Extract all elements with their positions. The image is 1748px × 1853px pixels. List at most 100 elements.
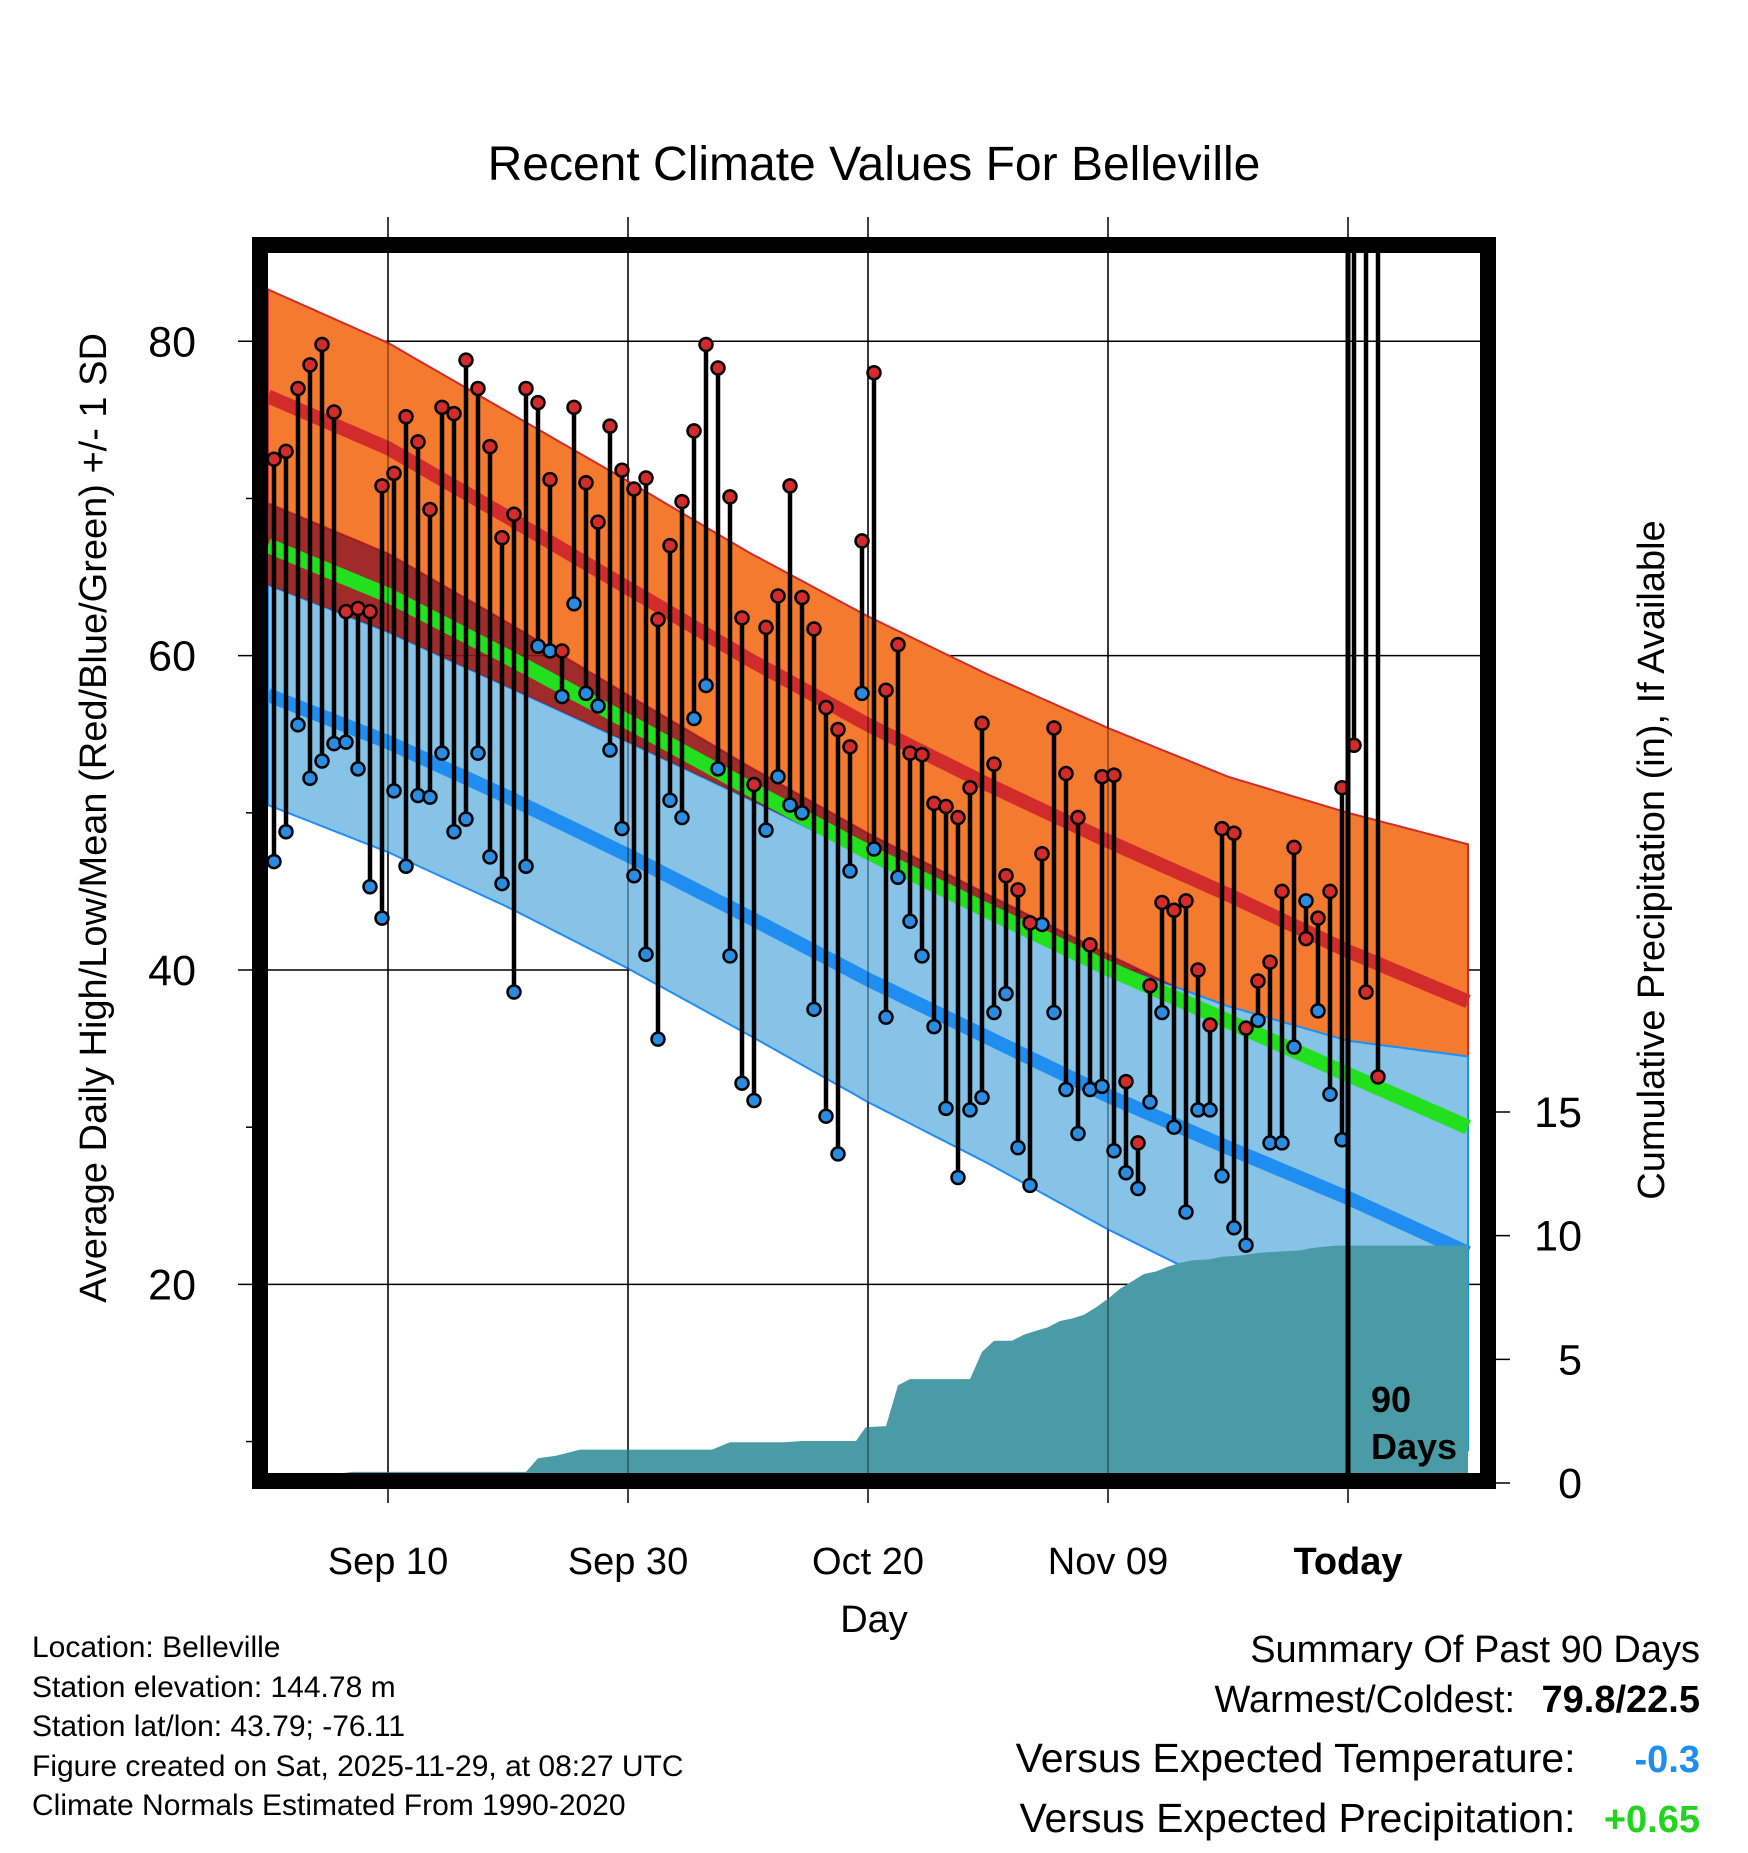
high-point bbox=[1310, 910, 1326, 926]
low-point bbox=[1214, 1168, 1230, 1184]
low-point bbox=[914, 948, 930, 964]
high-point bbox=[494, 530, 510, 546]
precip-area bbox=[343, 1245, 1468, 1473]
low-point bbox=[866, 841, 882, 857]
high-point bbox=[1190, 962, 1206, 978]
high-point bbox=[1034, 845, 1050, 862]
low-point bbox=[458, 811, 474, 827]
low-point bbox=[1046, 1004, 1062, 1021]
low-point bbox=[1010, 1139, 1026, 1156]
high-point bbox=[794, 589, 810, 606]
precip-label: Versus Expected Precipitation: bbox=[1019, 1795, 1576, 1841]
low-point bbox=[602, 742, 618, 758]
low-point bbox=[1178, 1204, 1194, 1220]
low-point bbox=[710, 761, 726, 777]
low-point bbox=[962, 1102, 978, 1118]
warmest-coldest-label: Warmest/Coldest: bbox=[1214, 1679, 1516, 1721]
x-tick-label-30: Sep 30 bbox=[568, 1541, 688, 1583]
low-point bbox=[998, 985, 1014, 1002]
warmest-coldest-value: 79.8/22.5 bbox=[1541, 1679, 1700, 1721]
low-point bbox=[482, 849, 498, 865]
low-point bbox=[854, 685, 870, 702]
high-point bbox=[590, 514, 606, 530]
high-point bbox=[758, 619, 774, 636]
summary-title: Summary Of Past 90 Days bbox=[1250, 1629, 1700, 1671]
y2-tick-label-0: 0 bbox=[1558, 1460, 1582, 1508]
low-point bbox=[268, 853, 282, 870]
high-point bbox=[854, 533, 870, 549]
high-point bbox=[578, 475, 594, 491]
low-point bbox=[794, 805, 810, 821]
low-point bbox=[662, 792, 678, 809]
low-point bbox=[806, 1001, 822, 1018]
low-point bbox=[422, 789, 438, 805]
high-point bbox=[1082, 937, 1098, 953]
created-text: Figure created on Sat, 2025-11-29, at 08… bbox=[32, 1749, 684, 1783]
high-point bbox=[818, 699, 834, 716]
high-point bbox=[530, 394, 546, 411]
y-tick-label-40: 40 bbox=[148, 947, 196, 995]
low-point bbox=[722, 948, 738, 964]
y-tick-label-20: 20 bbox=[148, 1261, 196, 1309]
low-point bbox=[890, 869, 906, 886]
low-point bbox=[1372, 0, 1385, 7]
high-point bbox=[914, 746, 930, 763]
high-point bbox=[518, 380, 534, 397]
high-point bbox=[374, 478, 390, 494]
high-point bbox=[1106, 767, 1122, 783]
y-axis-right: 0 5 10 15 bbox=[1488, 1089, 1582, 1508]
high-point bbox=[434, 399, 450, 416]
y-tick-label-80: 80 bbox=[148, 318, 196, 366]
high-point bbox=[506, 506, 522, 522]
low-point bbox=[398, 858, 414, 875]
low-point bbox=[494, 875, 510, 892]
high-point bbox=[974, 715, 990, 732]
low-point bbox=[938, 1100, 954, 1117]
high-point bbox=[1322, 883, 1338, 900]
x-tick-label-10: Sep 10 bbox=[328, 1541, 448, 1583]
low-point bbox=[1298, 893, 1314, 909]
high-point bbox=[866, 364, 882, 381]
high-point bbox=[878, 682, 894, 698]
low-point bbox=[818, 1108, 834, 1124]
high-point bbox=[386, 465, 402, 482]
plot-frame bbox=[252, 237, 1496, 1489]
high-point bbox=[290, 380, 306, 397]
high-point bbox=[1274, 883, 1290, 900]
x-tick-label-50: Oct 20 bbox=[812, 1541, 924, 1583]
low-point bbox=[1094, 1078, 1110, 1095]
low-point bbox=[1142, 1094, 1158, 1110]
low-point bbox=[878, 1009, 894, 1025]
low-point bbox=[614, 820, 630, 837]
low-point bbox=[290, 717, 306, 733]
low-point bbox=[1022, 1177, 1038, 1194]
high-point bbox=[806, 621, 822, 637]
high-point bbox=[674, 493, 690, 510]
summary-panel: Summary Of Past 90 Days Warmest/Coldest:… bbox=[1016, 1625, 1700, 1853]
high-point bbox=[1178, 893, 1194, 909]
high-point bbox=[314, 336, 330, 353]
high-point bbox=[422, 501, 438, 518]
high-point bbox=[470, 380, 486, 397]
low-point bbox=[638, 946, 654, 963]
low-point bbox=[566, 596, 582, 612]
y2-axis-label: Cumulative Precipitation (in), If Availa… bbox=[1631, 520, 1673, 1199]
high-point bbox=[302, 357, 318, 373]
today-annotation-1: 90 bbox=[1371, 1379, 1411, 1420]
high-point bbox=[268, 451, 282, 467]
high-point bbox=[686, 423, 702, 439]
temp-value: -0.3 bbox=[1634, 1739, 1700, 1781]
low-point bbox=[506, 984, 522, 1000]
low-point bbox=[314, 753, 330, 769]
low-point bbox=[902, 913, 918, 930]
high-point bbox=[698, 336, 714, 353]
high-point bbox=[566, 399, 582, 416]
high-point bbox=[1238, 1020, 1254, 1036]
low-point bbox=[770, 768, 786, 785]
high-point bbox=[638, 470, 654, 486]
low-point bbox=[1154, 1004, 1170, 1021]
low-point bbox=[926, 1018, 942, 1035]
high-point bbox=[410, 434, 426, 450]
low-point bbox=[302, 770, 318, 787]
